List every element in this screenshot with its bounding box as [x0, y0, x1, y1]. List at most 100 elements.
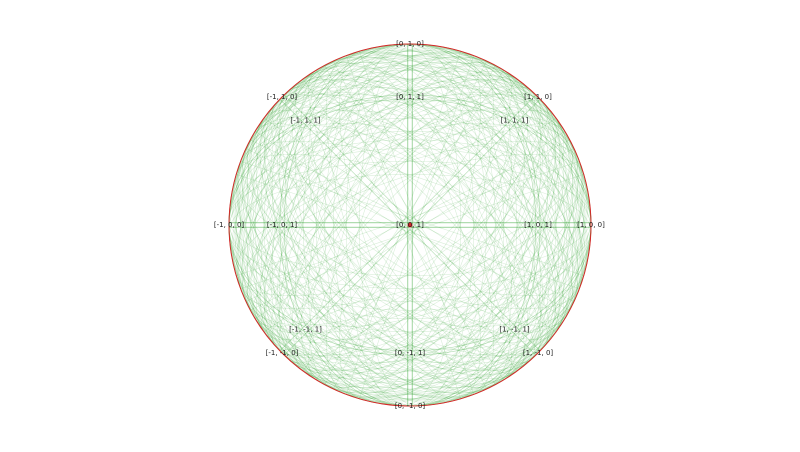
kikuchi-band-edge-3_1_-2 [344, 52, 512, 400]
kikuchi-band-edge-2_-1_-1 [324, 60, 511, 389]
kikuchi-band-edge-1_-2_-2 [252, 152, 584, 365]
kikuchi-band-edge-1_1_3 [235, 109, 526, 400]
kikuchi-band-edge-0_3_-2 [228, 130, 592, 234]
kikuchi-band-edge-2_-2_-3 [274, 87, 565, 380]
kikuchi-band-edge-1_2_1 [246, 139, 575, 326]
kikuchi-band-edge-1_3_2 [237, 159, 585, 327]
kikuchi-band-edge-3_1_-3 [367, 46, 548, 393]
kikuchi-band-edge-1_0_3 [235, 45, 387, 405]
kikuchi-band-edge-1_3_-1 [236, 154, 581, 290]
kikuchi-band-edge-3_3_1 [272, 104, 531, 363]
kikuchi-band-edge-1_-3_0 [236, 161, 580, 276]
kikuchi-band-edge-3_1_3 [272, 57, 453, 404]
kikuchi-band-edge-1_-3_-3 [234, 156, 585, 350]
kikuchi-band-edge-3_-3_1 [272, 87, 531, 346]
kikuchi-band-edge-2_3_2 [255, 116, 566, 343]
kikuchi-band-edge-2_1_-1 [324, 61, 511, 390]
kikuchi-band-edge-2_2_-1 [277, 94, 541, 358]
kikuchi-band-edge-3_1_2 [308, 50, 476, 398]
kikuchi-band-edge-3_-3_2 [277, 92, 546, 361]
kikuchi-band-edge-1_1_-3 [271, 54, 581, 363]
kikuchi-band-edge-1_-1_-2 [289, 105, 578, 393]
kikuchi-band-edge-2_-2_-3 [293, 106, 573, 388]
kikuchi-band-edge-0_1_-1 [228, 98, 592, 228]
kikuchi-band-edge-1_-2_3 [237, 76, 578, 318]
kikuchi-band-edge-3_-2_-2 [301, 69, 528, 380]
kikuchi-band-edge-1_2_-3 [255, 67, 587, 293]
kikuchi-band-edge-2_-3_0 [255, 117, 557, 320]
kikuchi-band-edge-1_3_-3 [242, 87, 589, 270]
kikuchi-band-edge-2_-3_3 [241, 79, 553, 314]
kikuchi-band-edge-1_3_2 [233, 177, 579, 340]
kikuchi-band-edge-3_2_2 [292, 69, 519, 380]
kikuchi-band-edge-0_1_-3 [228, 55, 592, 246]
pole-label: [-1, -1, 1] [289, 326, 322, 334]
kikuchi-band-edge-3_-2_1 [308, 76, 517, 381]
kikuchi-band-edge-1_1_0 [279, 99, 537, 356]
pole-label: [1, 1, 1] [501, 117, 529, 125]
kikuchi-band-edge-3_-1_-1 [345, 51, 481, 396]
kikuchi-band-edge-2_-1_-2 [336, 67, 550, 398]
kikuchi-band-edge-1_-1_-1 [285, 100, 561, 376]
kikuchi-band-edge-1_0_2 [245, 44, 397, 406]
kikuchi-band-edge-1_-2_1 [246, 124, 575, 311]
kikuchi-band-edge-2_2_-1 [287, 85, 550, 348]
kikuchi-band-edge-1_3_3 [235, 156, 586, 350]
kikuchi-band-edge-3_-2_0 [315, 78, 518, 380]
kikuchi-band-edge-2_-2_3 [255, 70, 546, 363]
kikuchi-band-edge-3_1_2 [295, 56, 458, 402]
kikuchi-band-edge-1_3_-1 [240, 141, 585, 276]
kikuchi-band-edge-1_3_-2 [235, 123, 583, 291]
kikuchi-band-edge-1_1_-3 [294, 50, 585, 341]
kikuchi-band-edge-3_-2_3 [264, 56, 499, 368]
kikuchi-band-edge-1_2_-2 [252, 85, 584, 298]
kikuchi-band-edge-1_3_-2 [241, 110, 587, 273]
kikuchi-band-edge-2_3_-1 [264, 110, 568, 319]
kikuchi-band-edge-1_3_-3 [234, 100, 585, 294]
kikuchi-band-edge-2_3_-2 [265, 94, 573, 317]
kikuchi-band-edge-0_1_3 [230, 248, 590, 400]
kikuchi-band-edge-2_-3_-1 [254, 118, 559, 327]
kikuchi-band-edge-3_-1_1 [326, 50, 461, 395]
kikuchi-band-edge-3_2_0 [315, 70, 518, 372]
kikuchi-band-edge-2_3_0 [263, 117, 565, 320]
kikuchi-band-edge-3_-3_-1 [289, 104, 548, 363]
kikuchi-band-edge-0_1_1 [228, 222, 592, 352]
kikuchi-band-edge-1_0_-1 [407, 43, 537, 407]
kikuchi-band-edge-1_1_0 [284, 94, 541, 352]
kikuchi-band-edge-1_3_1 [239, 160, 584, 296]
kikuchi-band-edge-3_3_-1 [275, 100, 535, 360]
kikuchi-band-edge-1_-2_3 [233, 67, 565, 293]
kikuchi-band-edge-1_1_-1 [285, 74, 561, 350]
kikuchi-band-edge-0_2_-3 [229, 69, 591, 211]
kikuchi-band-edge-3_-2_-3 [300, 67, 543, 385]
kikuchi-band-edge-2_1_-3 [342, 48, 568, 380]
kikuchi-band-edge-3_-2_0 [302, 70, 505, 372]
kikuchi-band-edge-0_2_-3 [228, 78, 592, 238]
kikuchi-band-edge-0_3_2 [228, 216, 592, 320]
kikuchi-band-edge-1_-3_3 [235, 100, 586, 294]
kikuchi-band-edge-2_-2_-1 [277, 92, 541, 356]
kikuchi-band-edge-3_-1_-2 [362, 56, 525, 402]
kikuchi-band-edge-2_2_1 [270, 102, 533, 365]
kikuchi-band-edge-2_-3_2 [255, 107, 566, 334]
kikuchi-band-edge-2_-1_1 [300, 57, 486, 385]
kikuchi-band-edge-1_-3_2 [233, 110, 579, 273]
kikuchi-band-edge-2_-3_3 [250, 92, 568, 336]
kikuchi-band-edge-1_3_0 [240, 161, 584, 276]
kikuchi-band-edge-1_2_0 [250, 139, 575, 302]
kikuchi-band-edge-2_3_-2 [254, 107, 565, 334]
kikuchi-band-edge-0_1_1 [228, 229, 592, 356]
kikuchi-band-edge-1_-2_2 [241, 94, 576, 314]
kikuchi-band-edge-2_0_-1 [405, 43, 487, 407]
kikuchi-band-edge-2_1_2 [270, 67, 484, 398]
kikuchi-band-edge-2_3_3 [250, 114, 568, 358]
kikuchi-band-edge-1_2_-3 [242, 76, 583, 318]
kikuchi-band-edge-0_3_2 [228, 234, 592, 333]
kikuchi-band-edge-3_2_-1 [316, 67, 525, 371]
kikuchi-band-edge-1_0_1 [279, 43, 406, 407]
kikuchi-band-edge-3_1_-1 [345, 54, 481, 399]
kikuchi-band-edge-2_-2_1 [279, 94, 543, 358]
kikuchi-band-edge-1_-2_-2 [244, 136, 579, 356]
